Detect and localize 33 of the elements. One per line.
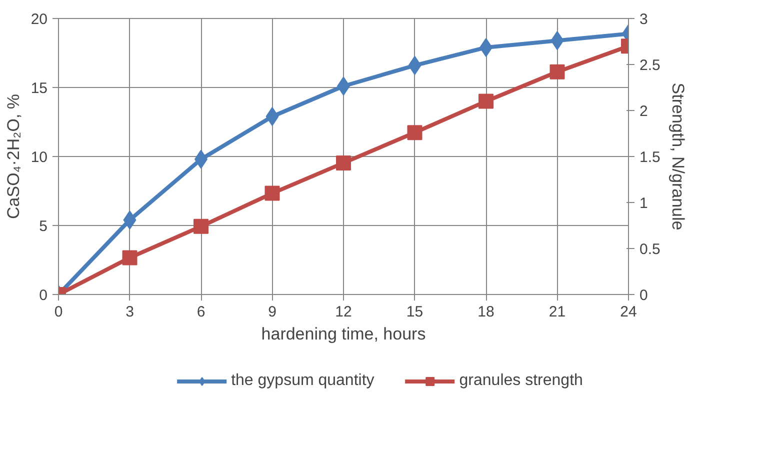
y-tick-label: 5 [39,218,48,235]
x-tick-label: 18 [478,304,494,320]
y2-tick-label: 2 [640,103,648,120]
x-axis-title: hardening time, hours [261,324,426,344]
y2-tick-label: 3 [640,11,648,28]
x-tick-label: 9 [268,304,276,320]
x-tick-label: 24 [620,304,637,320]
point [550,64,565,80]
point [407,125,422,140]
y-tick-label: 20 [30,11,48,28]
y2-tick-label: 1.5 [640,149,660,166]
y2-axis-title: Strength, N/granule [668,82,688,230]
y2-tick-label: 0 [640,287,648,304]
x-tick-label: 15 [406,304,424,320]
y-tick-label: 0 [39,287,48,304]
y2-tick-label: 2.5 [640,57,660,74]
point [264,186,280,201]
point [336,155,351,170]
y-axis-title: CaSO₄·2H₂O, % [4,94,23,220]
x-tick-label: 3 [126,304,134,320]
x-tick-label: 12 [335,304,352,320]
point [122,250,138,266]
legend-label: granules strength [459,372,583,390]
x-tick-label: 0 [54,304,63,320]
legend-label: the gypsum quantity [231,372,374,390]
point [194,218,208,234]
y-tick-label: 15 [30,80,48,97]
y2-tick-label: 1 [640,195,648,212]
y-tick-label: 10 [30,149,48,166]
x-tick-label: 21 [548,304,566,320]
y2-tick-label: 0.5 [640,241,660,258]
point [478,94,494,109]
x-tick-label: 6 [196,304,206,320]
